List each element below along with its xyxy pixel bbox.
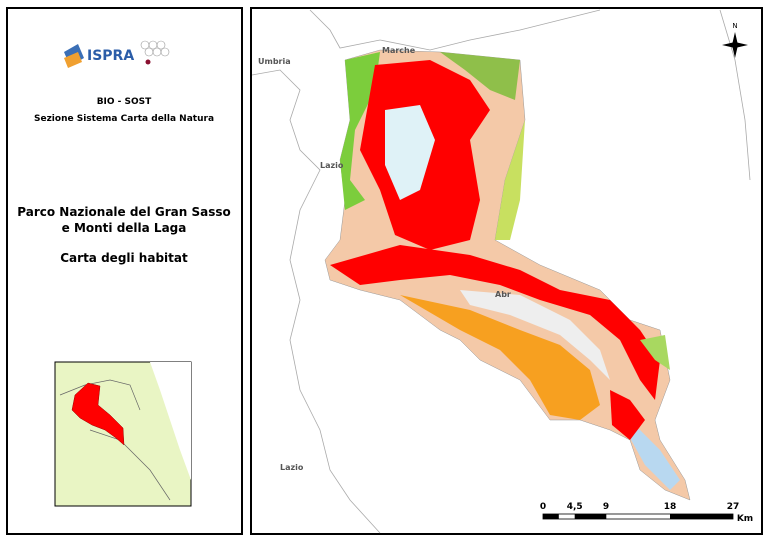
logo-network: [140, 40, 170, 57]
scale-label: 0: [540, 502, 546, 512]
scale-label: 18: [664, 502, 677, 512]
logo-dot: [145, 59, 151, 65]
scale-label: 9: [603, 502, 609, 512]
habitat-patch: [610, 390, 645, 440]
scale-unit: Km: [737, 514, 753, 524]
header-line: Sezione Sistema Carta della Natura: [34, 114, 214, 124]
habitat-patch: [460, 290, 610, 380]
habitat-patch: [340, 52, 380, 210]
habitat-patch: [640, 335, 670, 370]
north-arrow: N: [722, 22, 748, 58]
subtitle: Carta degli habitat: [60, 251, 188, 265]
inset-boundary: [59, 379, 171, 501]
logo-icon: [64, 52, 82, 68]
inset-park: [71, 382, 125, 446]
scale-label: 4,5: [567, 502, 583, 512]
scale-bar: [542, 513, 734, 520]
habitat-patch: [495, 120, 525, 240]
habitat-patch: [620, 420, 680, 490]
north-label: N: [732, 22, 737, 30]
logo-text: ISPRA: [87, 48, 134, 64]
inset-sea: [150, 362, 191, 480]
region-label: Marche: [382, 46, 416, 55]
region-boundaries: [251, 9, 751, 534]
habitat-patch: [385, 105, 435, 200]
region-label: Lazio: [320, 161, 344, 170]
region-label: Umbria: [258, 57, 291, 66]
header-line: BIO - SOST: [97, 97, 152, 107]
habitat-patch: [330, 245, 660, 400]
title-line: Parco Nazionale del Gran Sasso: [17, 205, 230, 219]
region-label: Lazio: [280, 463, 304, 472]
habitat-patch: [400, 295, 600, 420]
scale-label: 27: [727, 502, 740, 512]
title-line: e Monti della Laga: [62, 221, 187, 235]
park: [324, 49, 691, 501]
region-label: Abr: [495, 290, 511, 299]
habitat-patch: [440, 52, 520, 100]
